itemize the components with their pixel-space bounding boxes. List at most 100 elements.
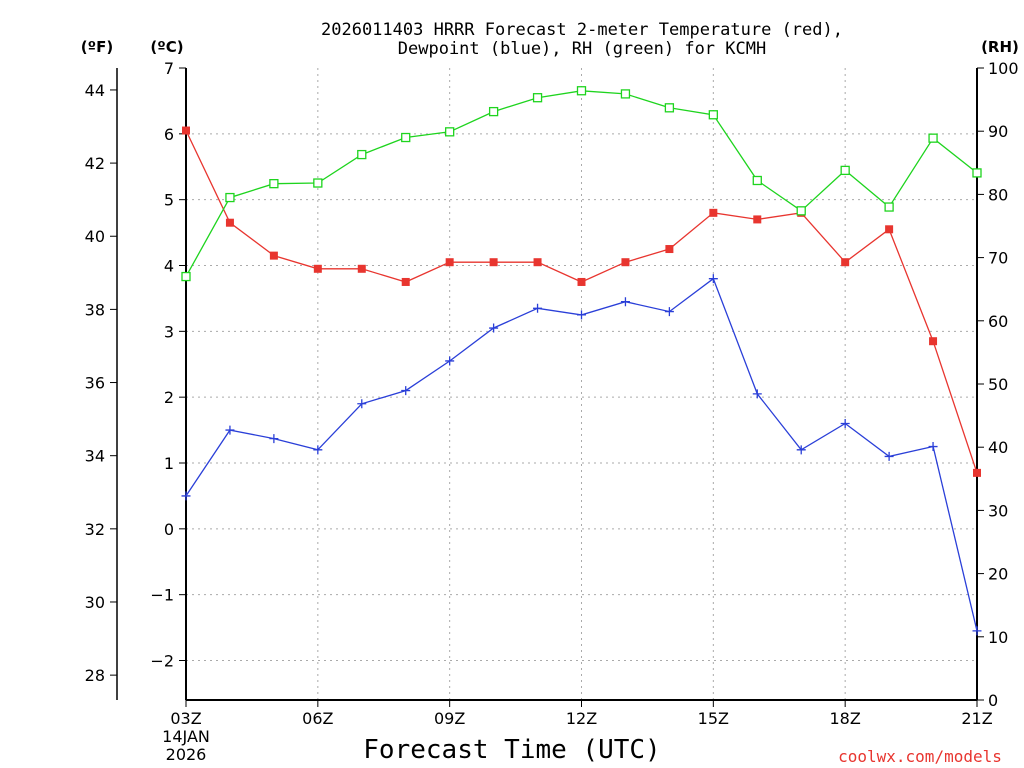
temperature-point [182, 126, 190, 135]
dewpoint-point [181, 491, 191, 501]
f-tick-label: 32 [85, 520, 105, 539]
temperature-point [489, 258, 498, 267]
temperature-point [753, 215, 762, 224]
c-tick-label: 4 [164, 257, 174, 276]
rh-tick-label: 40 [988, 438, 1008, 457]
rh-point [357, 149, 367, 160]
temperature-point [313, 264, 322, 273]
x-tick-label: 03Z [170, 709, 201, 728]
rh-tick-label: 0 [988, 691, 998, 710]
x-tick-label: 21Z [961, 709, 992, 728]
dewpoint-point [840, 419, 850, 428]
rh-tick-label: 90 [988, 122, 1008, 141]
temperature-point [709, 208, 718, 217]
dewpoint-point [972, 626, 982, 636]
rh-point [796, 206, 806, 216]
rh-point [181, 271, 191, 282]
rh-point [972, 168, 982, 178]
c-tick-label: −1 [150, 586, 174, 605]
dewpoint-point [577, 310, 586, 320]
dewpoint-point [884, 451, 894, 461]
temperature-point [445, 258, 454, 267]
dewpoint-point [620, 297, 630, 307]
x-tick-label: 06Z [302, 709, 333, 728]
f-tick-label: 40 [85, 227, 105, 246]
celsius-unit-label: (ºC) [150, 38, 183, 56]
rh-point [576, 86, 587, 96]
rh-point [620, 89, 631, 99]
temperature-point [269, 251, 278, 260]
f-tick-label: 36 [85, 374, 105, 393]
f-tick-label: 38 [85, 300, 105, 319]
temperature-point [577, 277, 586, 286]
x-tick-label: 18Z [830, 709, 861, 728]
rh-point [708, 110, 718, 120]
rh-point [225, 192, 235, 203]
axes [110, 67, 984, 707]
rh-tick-label: 10 [988, 628, 1008, 647]
dewpoint-point [928, 442, 938, 452]
data-series [181, 86, 982, 636]
fahrenheit-unit-label: (ºF) [81, 38, 113, 56]
c-tick-label: 5 [164, 191, 174, 210]
f-tick-label: 42 [85, 154, 105, 173]
dewpoint-point [708, 274, 718, 284]
c-tick-label: 6 [164, 125, 174, 144]
rh-point [928, 133, 938, 143]
temperature-point [357, 264, 366, 273]
rh-tick-label: 30 [988, 501, 1008, 520]
c-tick-label: 3 [164, 322, 174, 341]
dewpoint-point [489, 323, 499, 333]
credit-label: coolwx.com/models [838, 747, 1002, 766]
temperature-point [401, 277, 410, 286]
date-line-day: 14JAN [162, 727, 210, 746]
f-tick-label: 44 [85, 81, 105, 100]
temperature-point [885, 225, 894, 234]
c-tick-label: 1 [164, 454, 174, 473]
f-tick-label: 30 [85, 593, 105, 612]
temperature-point [841, 258, 850, 267]
dewpoint-point [664, 307, 674, 317]
chart-subtitle: Dewpoint (blue), RH (green) for KCMH [398, 39, 766, 59]
rh-tick-label: 60 [988, 312, 1008, 331]
dewpoint-point [357, 399, 367, 409]
temperature-point [973, 468, 981, 477]
x-tick-label: 09Z [434, 709, 465, 728]
dewpoint-point [533, 303, 543, 313]
rh-point [313, 178, 323, 188]
f-tick-label: 34 [85, 447, 105, 466]
rh-point [532, 93, 543, 103]
temperature-point [533, 258, 542, 267]
x-tick-label: 12Z [566, 709, 597, 728]
rh-tick-label: 50 [988, 375, 1008, 394]
temperature-point [665, 245, 674, 254]
rh-point [488, 106, 499, 117]
temperature-point [929, 337, 938, 346]
temperature-point [621, 258, 630, 267]
chart-title: 2026011403 HRRR Forecast 2-meter Tempera… [321, 20, 843, 40]
dewpoint-point [225, 425, 235, 435]
rh-unit-label: (RH) [981, 38, 1019, 56]
rh-tick-label: 80 [988, 185, 1008, 204]
x-axis-label: Forecast Time (UTC) [363, 735, 660, 765]
rh-point [269, 179, 279, 189]
rh-tick-label: 70 [988, 249, 1008, 268]
temperature-point [225, 218, 234, 227]
x-tick-label: 15Z [698, 709, 729, 728]
rh-point [752, 175, 762, 186]
c-tick-label: 7 [164, 59, 174, 78]
rh-tick-label: 20 [988, 565, 1008, 584]
dewpoint-point [401, 386, 411, 396]
rh-point [884, 202, 894, 212]
rh-point [664, 103, 675, 113]
dewpoint-point [796, 445, 806, 455]
dewpoint-point [313, 445, 323, 455]
dewpoint-point [752, 389, 762, 399]
c-tick-label: 0 [164, 520, 174, 539]
rh-point [840, 165, 850, 176]
grid [186, 68, 977, 700]
rh-point [401, 132, 411, 143]
dewpoint-point [445, 356, 455, 366]
